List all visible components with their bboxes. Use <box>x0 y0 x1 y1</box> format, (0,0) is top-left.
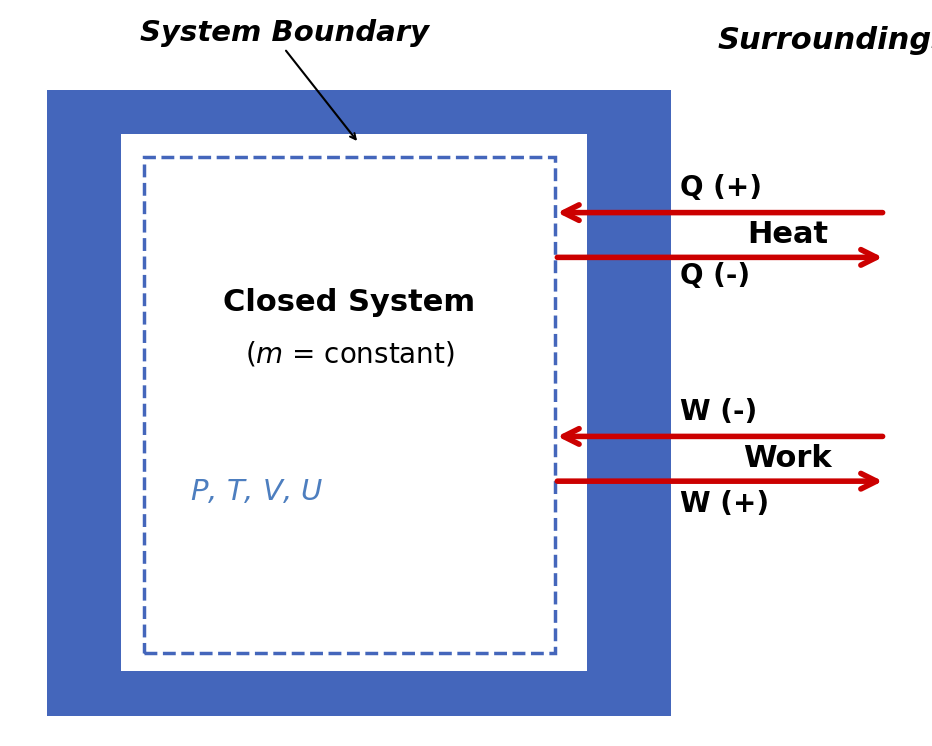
Text: Q (+): Q (+) <box>680 174 762 202</box>
Text: Heat: Heat <box>747 221 829 249</box>
Text: Work: Work <box>743 445 832 473</box>
Bar <box>47 90 671 716</box>
Bar <box>144 157 555 653</box>
Text: Surroundings: Surroundings <box>718 26 932 55</box>
Bar <box>121 134 587 671</box>
Text: Q (-): Q (-) <box>680 262 750 290</box>
Text: W (+): W (+) <box>680 489 770 518</box>
Text: System Boundary: System Boundary <box>140 19 429 47</box>
Text: $P$, $T$, $V$, $U$: $P$, $T$, $V$, $U$ <box>189 478 323 507</box>
Text: W (-): W (-) <box>680 398 758 426</box>
Text: Closed System: Closed System <box>224 288 475 316</box>
Text: ($m$ = constant): ($m$ = constant) <box>244 340 455 369</box>
